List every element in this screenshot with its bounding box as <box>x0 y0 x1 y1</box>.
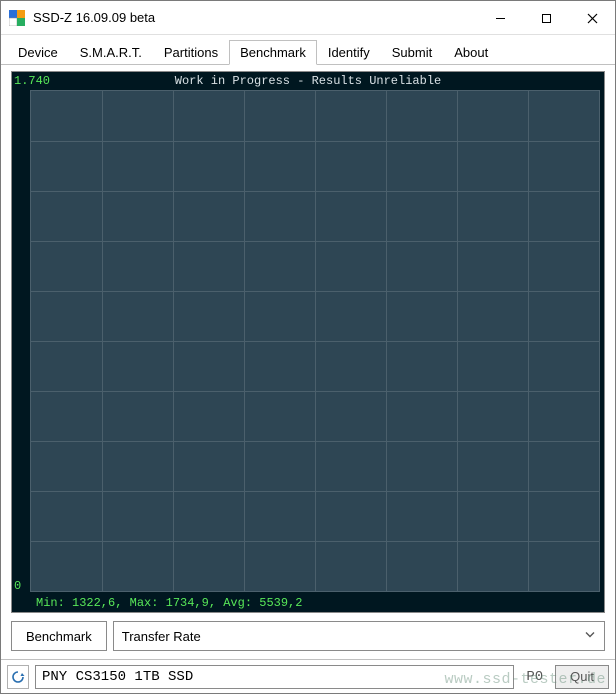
chart-ymin-label: 0 <box>14 579 21 593</box>
mode-select[interactable]: Transfer Rate <box>113 621 605 651</box>
tab-about[interactable]: About <box>443 40 499 65</box>
statusbar: PNY CS3150 1TB SSD P0 Quit <box>1 659 615 693</box>
window-controls <box>477 1 615 34</box>
tab-submit[interactable]: Submit <box>381 40 443 65</box>
tab-bar: Device S.M.A.R.T. Partitions Benchmark I… <box>1 35 615 65</box>
chart-ymax-label: 1.740 <box>14 74 50 88</box>
chart-warning-text: Work in Progress - Results Unreliable <box>175 74 441 88</box>
chart-grid <box>30 90 600 592</box>
benchmark-chart: 1.740 Work in Progress - Results Unrelia… <box>11 71 605 613</box>
tab-device[interactable]: Device <box>7 40 69 65</box>
titlebar: SSD-Z 16.09.09 beta <box>1 1 615 35</box>
benchmark-button[interactable]: Benchmark <box>11 621 107 651</box>
minimize-button[interactable] <box>477 1 523 35</box>
bottom-controls: Benchmark Transfer Rate <box>11 621 605 651</box>
app-window: SSD-Z 16.09.09 beta Device S.M.A.R.T. Pa… <box>0 0 616 694</box>
port-label: P0 <box>520 669 549 685</box>
mode-select-value: Transfer Rate <box>122 629 201 644</box>
content-area: 1.740 Work in Progress - Results Unrelia… <box>1 65 615 659</box>
device-name-field[interactable]: PNY CS3150 1TB SSD <box>35 665 514 689</box>
window-title: SSD-Z 16.09.09 beta <box>33 10 477 25</box>
tab-smart[interactable]: S.M.A.R.T. <box>69 40 153 65</box>
refresh-button[interactable] <box>7 665 29 689</box>
device-name-text: PNY CS3150 1TB SSD <box>42 669 193 685</box>
chevron-down-icon <box>584 629 596 644</box>
tab-benchmark[interactable]: Benchmark <box>229 40 317 65</box>
maximize-button[interactable] <box>523 1 569 35</box>
tab-identify[interactable]: Identify <box>317 40 381 65</box>
close-button[interactable] <box>569 1 615 35</box>
app-icon <box>9 10 25 26</box>
tab-partitions[interactable]: Partitions <box>153 40 229 65</box>
chart-stats-text: Min: 1322,6, Max: 1734,9, Avg: 5539,2 <box>36 596 302 610</box>
quit-button[interactable]: Quit <box>555 665 609 689</box>
